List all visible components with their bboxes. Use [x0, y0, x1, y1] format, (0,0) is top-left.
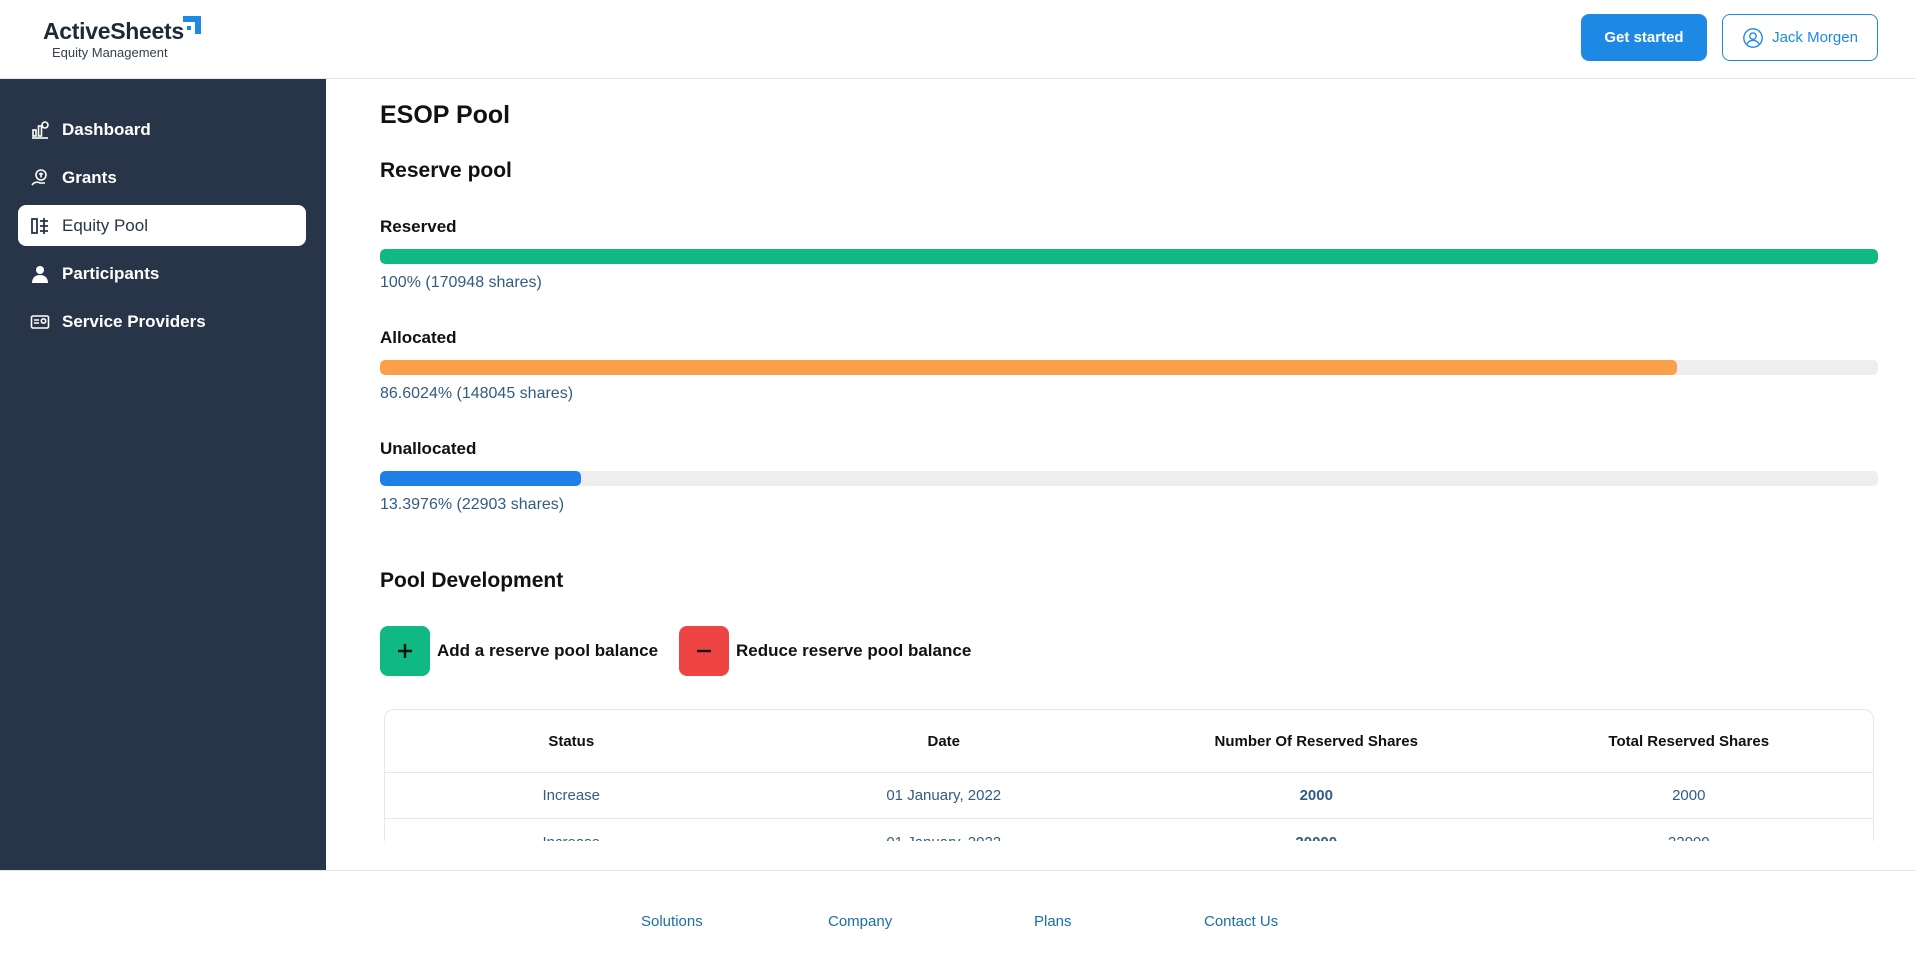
- footer-link-company[interactable]: Company: [828, 913, 893, 930]
- grants-icon: [30, 168, 50, 188]
- brand-name: ActiveSheets: [43, 18, 184, 44]
- brand-tagline: Equity Management: [52, 45, 168, 60]
- logo-arrow-icon: [183, 16, 201, 34]
- unallocated-label: Unallocated: [380, 439, 477, 458]
- plus-icon: [398, 644, 412, 658]
- reserved-shares-cell: 20000: [1130, 819, 1503, 842]
- pool-development-heading: Pool Development: [380, 569, 564, 592]
- sidebar-item-dashboard[interactable]: Dashboard: [18, 109, 306, 150]
- reserve-pool-heading: Reserve pool: [380, 159, 512, 182]
- sidebar-item-service-providers[interactable]: Service Providers: [18, 301, 306, 342]
- allocated-bar: [380, 360, 1878, 375]
- reserved-bar-fill: [380, 249, 1878, 264]
- table-header-row: Status Date Number Of Reserved Shares To…: [385, 710, 1873, 773]
- brand-logo[interactable]: ActiveSheets Equity Management: [43, 14, 213, 64]
- footer-link-contact-us[interactable]: Contact Us: [1204, 913, 1279, 930]
- dashboard-icon: [30, 120, 50, 140]
- column-header-date[interactable]: Date: [927, 732, 960, 750]
- minus-icon: [697, 649, 711, 653]
- status-cell: Increase: [385, 819, 758, 842]
- header: ActiveSheets Equity Management Get start…: [0, 0, 1916, 79]
- reserved-shares-cell: 2000: [1299, 787, 1333, 804]
- unallocated-value: 13.3976% (22903 shares): [380, 496, 565, 513]
- column-header-number-reserved[interactable]: Number Of Reserved Shares: [1214, 732, 1418, 750]
- date-cell: 01 January, 2022: [758, 819, 1131, 842]
- reserved-label: Reserved: [380, 217, 457, 236]
- equity-pool-icon: [30, 216, 50, 236]
- pool-development-table: Status Date Number Of Reserved Shares To…: [384, 709, 1874, 841]
- column-header-status[interactable]: Status: [548, 732, 595, 750]
- sidebar-item-grants[interactable]: Grants: [18, 157, 306, 198]
- sidebar-item-label: Service Providers: [62, 311, 206, 331]
- get-started-button[interactable]: Get started: [1581, 14, 1707, 61]
- date-cell: 01 January, 2022: [886, 787, 1002, 804]
- column-header-total-reserved[interactable]: Total Reserved Shares: [1608, 732, 1770, 750]
- reduce-reserve-label[interactable]: Reduce reserve pool balance: [736, 641, 972, 660]
- footer-link-solutions[interactable]: Solutions: [641, 913, 703, 930]
- unallocated-bar-fill: [380, 471, 581, 486]
- sidebar-item-participants[interactable]: Participants: [18, 253, 306, 294]
- sidebar-item-equity-pool[interactable]: Equity Pool: [18, 205, 306, 246]
- sidebar-item-label: Equity Pool: [62, 215, 148, 235]
- add-reserve-label[interactable]: Add a reserve pool balance: [437, 641, 659, 660]
- unallocated-bar: [380, 471, 1878, 486]
- total-shares-cell: 2000: [1672, 787, 1706, 804]
- reserved-value: 100% (170948 shares): [380, 274, 542, 291]
- sidebar-item-label: Participants: [62, 263, 160, 283]
- allocated-value: 86.6024% (148045 shares): [380, 385, 574, 402]
- allocated-bar-fill: [380, 360, 1678, 375]
- footer: Solutions Company Plans Contact Us: [0, 870, 1916, 974]
- add-reserve-button[interactable]: [380, 626, 430, 676]
- id-card-icon: [30, 312, 50, 332]
- person-icon: [30, 264, 50, 284]
- user-menu-button[interactable]: Jack Morgen: [1722, 14, 1878, 61]
- status-cell: Increase: [542, 787, 601, 804]
- page-title: ESOP Pool: [380, 101, 511, 129]
- allocated-label: Allocated: [380, 328, 457, 347]
- footer-link-plans[interactable]: Plans: [1034, 913, 1072, 930]
- table-row[interactable]: Increase 01 January, 2022 2000 2000: [385, 773, 1873, 819]
- reduce-reserve-button[interactable]: [679, 626, 729, 676]
- user-name: Jack Morgen: [1772, 29, 1858, 46]
- sidebar-item-label: Dashboard: [62, 119, 151, 139]
- sidebar-item-label: Grants: [62, 167, 117, 187]
- main-content: ESOP Pool Reserve pool Reserved 100% (17…: [326, 79, 1916, 870]
- user-circle-icon: [1743, 27, 1763, 48]
- sidebar: Dashboard Grants Equity Pool Participant…: [0, 79, 326, 870]
- reserved-bar: [380, 249, 1878, 264]
